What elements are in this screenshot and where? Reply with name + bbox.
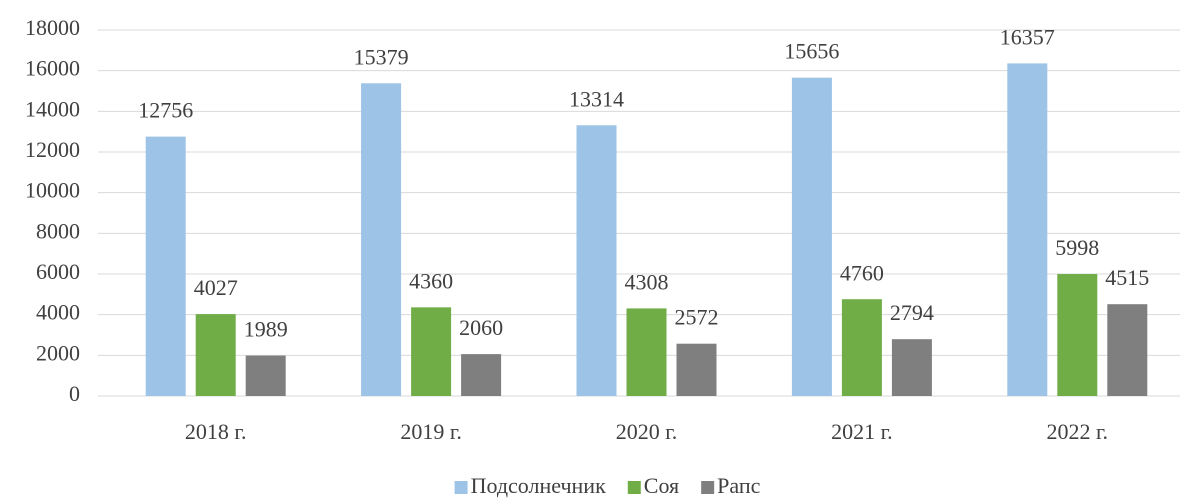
y-tick-label: 8000 — [36, 218, 80, 243]
bar — [411, 307, 452, 396]
data-label: 4760 — [840, 260, 884, 285]
legend-swatch — [701, 481, 715, 494]
x-tick-label: 2020 г. — [616, 419, 678, 444]
data-label: 1989 — [244, 317, 288, 342]
legend-label: Рапс — [717, 473, 760, 498]
bar — [461, 354, 502, 396]
x-tick-label: 2022 г. — [1047, 419, 1109, 444]
legend-label: Подсолнечник — [471, 473, 607, 498]
data-label: 4027 — [194, 275, 238, 300]
y-tick-label: 10000 — [25, 178, 80, 203]
bar — [195, 314, 236, 396]
bar — [1057, 274, 1098, 396]
bar — [245, 355, 286, 396]
y-tick-label: 14000 — [25, 96, 80, 121]
y-tick-label: 6000 — [36, 259, 80, 284]
y-tick-label: 16000 — [25, 56, 80, 81]
y-tick-label: 4000 — [36, 300, 80, 325]
bar — [626, 308, 667, 396]
legend-label: Соя — [644, 473, 679, 498]
y-tick-label: 0 — [69, 381, 80, 406]
data-label: 2060 — [459, 315, 503, 340]
bar — [891, 339, 932, 396]
y-tick-label: 18000 — [25, 15, 80, 40]
data-label: 2794 — [890, 300, 934, 325]
bar — [576, 125, 617, 397]
y-tick-label: 12000 — [25, 137, 80, 162]
legend-swatch — [627, 481, 641, 494]
x-tick-label: 2021 г. — [831, 419, 893, 444]
data-label: 4360 — [409, 268, 453, 293]
data-label: 16357 — [1000, 24, 1055, 49]
data-label: 2572 — [675, 305, 719, 330]
bar — [841, 299, 882, 396]
data-label: 5998 — [1055, 235, 1099, 260]
x-tick-label: 2018 г. — [185, 419, 247, 444]
data-label: 4308 — [625, 269, 669, 294]
data-label: 13314 — [569, 86, 624, 111]
data-label: 15379 — [354, 44, 409, 69]
data-label: 4515 — [1105, 265, 1149, 290]
bar — [676, 343, 717, 396]
y-tick-label: 2000 — [36, 340, 80, 365]
legend-swatch — [454, 481, 468, 494]
bar — [361, 83, 402, 396]
x-tick-label: 2019 г. — [400, 419, 462, 444]
bar — [145, 136, 186, 397]
bar — [1007, 63, 1048, 397]
bar — [1107, 304, 1148, 396]
bar — [791, 77, 832, 397]
data-label: 12756 — [138, 98, 193, 123]
data-label: 15656 — [784, 39, 839, 64]
